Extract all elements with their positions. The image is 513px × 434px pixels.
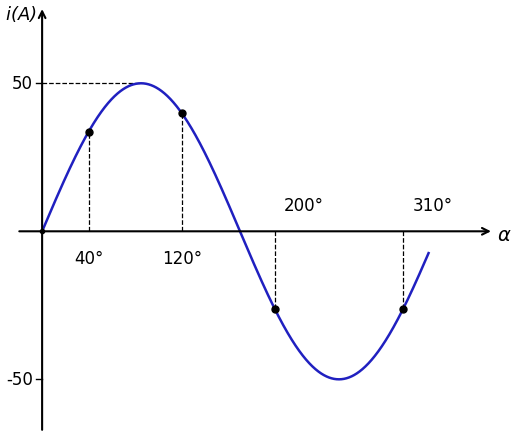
Text: 120°: 120° bbox=[162, 250, 202, 267]
Text: -50: -50 bbox=[6, 371, 33, 388]
Text: 310°: 310° bbox=[412, 196, 452, 214]
Text: $i\mathregular{(A)}$: $i\mathregular{(A)}$ bbox=[5, 4, 36, 24]
Text: 200°: 200° bbox=[284, 196, 324, 214]
Text: $\alpha$: $\alpha$ bbox=[497, 225, 512, 244]
Text: 40°: 40° bbox=[74, 250, 103, 267]
Text: 50: 50 bbox=[12, 75, 33, 93]
